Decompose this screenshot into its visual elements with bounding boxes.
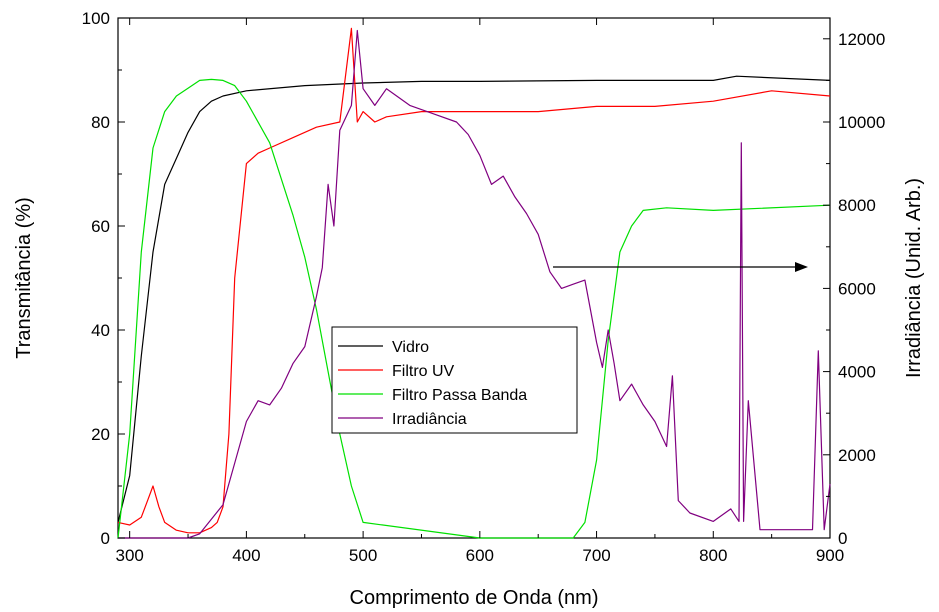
y2-tick-label: 4000 [838, 363, 876, 382]
x-tick-label: 800 [699, 546, 727, 565]
x-tick-label: 500 [349, 546, 377, 565]
x-tick-label: 600 [466, 546, 494, 565]
y-tick-label: 80 [91, 113, 110, 132]
y2-tick-label: 0 [838, 529, 847, 548]
y-tick-label: 40 [91, 321, 110, 340]
x-axis-title: Comprimento de Onda (nm) [350, 587, 599, 609]
series-line-filtro-passa-banda [117, 78, 831, 539]
series-line-irradiancia [118, 29, 831, 539]
legend-label-vidro: Vidro [392, 339, 429, 356]
y-tick-label: 0 [101, 529, 110, 548]
x-tick-label: 300 [115, 546, 143, 565]
y2-tick-label: 12000 [838, 30, 885, 49]
y2-tick-label: 10000 [838, 113, 885, 132]
y-tick-label: 20 [91, 425, 110, 444]
series-layer [117, 27, 831, 539]
x-tick-label: 900 [816, 546, 844, 565]
y2-tick-label: 6000 [838, 279, 876, 298]
y2-tick-label: 2000 [838, 446, 876, 465]
y2-axis-title: Irradiância (Unid. Arb.) [903, 178, 925, 378]
x-tick-label: 400 [232, 546, 260, 565]
y-tick-label: 100 [82, 9, 110, 28]
legend-label-filtro-uv: Filtro UV [392, 363, 455, 380]
annotation-arrow [553, 262, 808, 272]
series-line-vidro [117, 75, 831, 523]
ticks-layer: 300 400 500 600 700 800 9000204060801000200040… [82, 9, 886, 565]
legend-label-filtro-passa-banda: Filtro Passa Banda [392, 387, 527, 404]
series-line-filtro-uv [117, 27, 831, 534]
y2-tick-label: 8000 [838, 196, 876, 215]
x-tick-label: 700 [582, 546, 610, 565]
y-tick-label: 60 [91, 217, 110, 236]
legend-box [331, 326, 578, 434]
legend-label-irradiancia: Irradiância [392, 411, 467, 428]
y-axis-title: Transmitância (%) [13, 197, 35, 359]
legend: Vidro Filtro UV Filtro Passa Banda Irrad… [331, 326, 578, 434]
